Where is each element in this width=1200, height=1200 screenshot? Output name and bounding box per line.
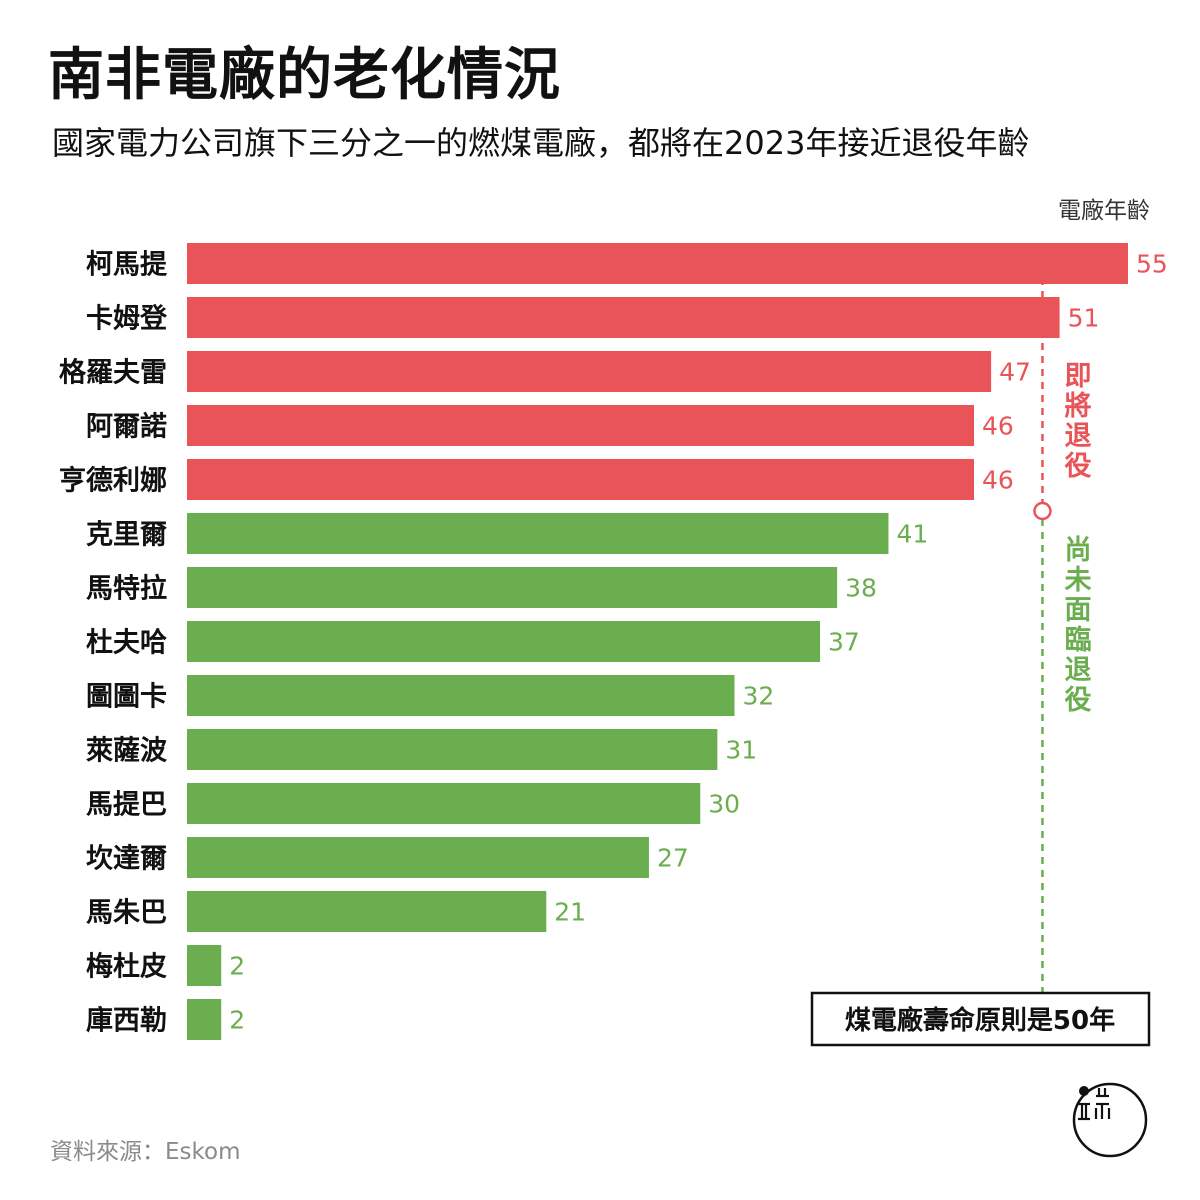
data-label: 2: [229, 1006, 245, 1035]
publisher-logo-icon: [1072, 1082, 1148, 1158]
bar: [187, 297, 1060, 338]
source-note: 資料來源：Eskom: [50, 1139, 241, 1165]
category-label: 馬提巴: [86, 790, 167, 821]
group-label-not-retiring: 尚: [1065, 535, 1092, 566]
group-label-retiring: 退: [1065, 421, 1092, 452]
group-label-not-retiring: 役: [1065, 685, 1092, 716]
category-label: 阿爾諾: [86, 411, 167, 443]
group-label-not-retiring: 臨: [1065, 625, 1092, 656]
data-label: 32: [742, 682, 774, 711]
category-label: 坎達爾: [86, 844, 167, 875]
data-label: 30: [708, 790, 740, 819]
bar: [187, 513, 889, 554]
bar: [187, 999, 222, 1040]
bar: [187, 891, 547, 932]
category-label: 庫西勒: [86, 1006, 167, 1037]
group-label-retiring: 役: [1065, 451, 1092, 482]
category-label: 柯馬提: [86, 250, 168, 281]
data-label: 2: [229, 952, 245, 981]
group-label-not-retiring: 未: [1065, 565, 1092, 596]
data-label: 27: [657, 844, 689, 873]
bar: [187, 729, 718, 770]
data-label: 46: [982, 466, 1014, 495]
data-label: 46: [982, 412, 1014, 441]
reference-annotation-box: [810, 991, 1151, 1047]
data-label: 55: [1136, 250, 1168, 279]
bar: [187, 837, 649, 878]
category-label: 格羅夫雷: [59, 358, 167, 389]
category-label: 亨德利娜: [59, 465, 167, 497]
group-label-retiring: 即: [1065, 361, 1092, 392]
data-label: 31: [725, 736, 757, 765]
bar: [187, 459, 975, 500]
category-label: 卡姆登: [86, 304, 168, 335]
data-label: 37: [828, 628, 860, 657]
bar: [187, 351, 992, 392]
category-label: 杜夫哈: [86, 628, 167, 659]
category-label: 萊薩波: [86, 736, 168, 767]
value-axis-label: 電廠年齡: [1058, 198, 1150, 224]
data-label: 38: [845, 574, 877, 603]
group-label-retiring: 將: [1065, 391, 1092, 422]
data-label: 41: [896, 520, 928, 549]
bar: [187, 243, 1128, 284]
group-label-not-retiring: 退: [1065, 655, 1092, 686]
bar: [187, 783, 701, 824]
reference-marker: [1033, 501, 1052, 521]
bar: [187, 945, 222, 986]
data-label: 51: [1068, 304, 1100, 333]
category-label: 馬特拉: [86, 573, 167, 605]
bar: [187, 675, 735, 716]
category-label: 梅杜皮: [86, 952, 167, 983]
data-label: 21: [554, 898, 586, 927]
bar: [187, 567, 838, 608]
chart-subtitle: 國家電力公司旗下三分之一的燃煤電廠，都將在2023年接近退役年齡: [52, 124, 1030, 162]
bar: [187, 405, 975, 446]
category-label: 圖圖卡: [86, 682, 167, 713]
category-label: 馬朱巴: [86, 898, 167, 929]
data-label: 47: [999, 358, 1031, 387]
category-label: 克里爾: [86, 519, 167, 551]
chart-title: 南非電廠的老化情況: [48, 43, 561, 108]
bar: [187, 621, 821, 662]
group-label-not-retiring: 面: [1065, 595, 1092, 626]
reference-annotation: 煤電廠壽命原則是50年: [845, 1005, 1115, 1036]
